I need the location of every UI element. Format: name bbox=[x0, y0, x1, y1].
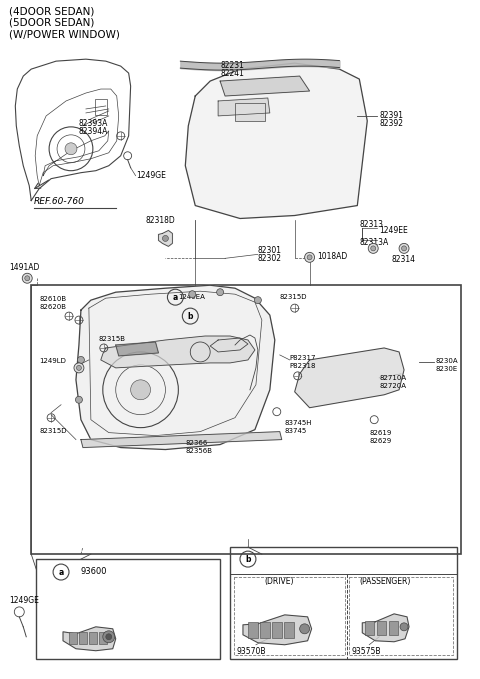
Bar bbox=[89, 631, 97, 644]
Polygon shape bbox=[81, 432, 282, 447]
Text: 82356B: 82356B bbox=[185, 447, 212, 454]
Text: REF.60-760: REF.60-760 bbox=[34, 197, 85, 206]
Circle shape bbox=[305, 253, 314, 262]
Text: 82315D: 82315D bbox=[39, 428, 67, 434]
Text: 83745H: 83745H bbox=[285, 420, 312, 426]
Text: 82315D: 82315D bbox=[280, 294, 307, 300]
Text: a: a bbox=[59, 568, 64, 576]
Text: 82610B: 82610B bbox=[39, 296, 66, 302]
Text: 1249GE: 1249GE bbox=[137, 170, 167, 180]
Text: 8230A: 8230A bbox=[436, 358, 458, 364]
Polygon shape bbox=[218, 98, 270, 116]
Text: 82394A: 82394A bbox=[79, 127, 108, 136]
Bar bbox=[69, 631, 77, 644]
Polygon shape bbox=[185, 63, 367, 219]
Text: 82392: 82392 bbox=[379, 119, 403, 128]
Text: 82313A: 82313A bbox=[360, 238, 388, 247]
Circle shape bbox=[254, 297, 262, 304]
Text: 82241: 82241 bbox=[220, 69, 244, 78]
Text: 83745: 83745 bbox=[285, 428, 307, 434]
Circle shape bbox=[76, 365, 82, 370]
Text: 82391: 82391 bbox=[379, 111, 403, 120]
Polygon shape bbox=[76, 285, 275, 449]
Text: 82620B: 82620B bbox=[39, 304, 66, 310]
Polygon shape bbox=[158, 230, 172, 246]
Text: P82318: P82318 bbox=[290, 363, 316, 369]
Polygon shape bbox=[63, 627, 116, 650]
Text: 82231: 82231 bbox=[220, 61, 244, 70]
Bar bbox=[260, 622, 270, 638]
Bar bbox=[234, 577, 346, 655]
Bar bbox=[248, 622, 258, 638]
Polygon shape bbox=[243, 615, 312, 645]
Text: 93600: 93600 bbox=[81, 567, 108, 576]
Text: 1249LD: 1249LD bbox=[39, 358, 66, 364]
Bar bbox=[365, 621, 374, 635]
Text: a: a bbox=[173, 293, 178, 301]
Text: 82366: 82366 bbox=[185, 439, 208, 445]
Bar bbox=[389, 621, 398, 635]
Text: b: b bbox=[188, 312, 193, 320]
Polygon shape bbox=[295, 348, 404, 407]
Circle shape bbox=[131, 380, 151, 400]
Text: 93570B: 93570B bbox=[236, 646, 265, 656]
Text: 1249EA: 1249EA bbox=[179, 294, 205, 300]
Text: 82318D: 82318D bbox=[145, 215, 175, 225]
Bar bbox=[99, 631, 107, 644]
Circle shape bbox=[400, 623, 408, 631]
Text: P82317: P82317 bbox=[290, 355, 316, 361]
Polygon shape bbox=[116, 342, 158, 356]
Bar bbox=[284, 622, 294, 638]
Text: 82313: 82313 bbox=[360, 221, 384, 230]
Circle shape bbox=[106, 634, 112, 640]
Circle shape bbox=[368, 243, 378, 253]
Text: b: b bbox=[245, 555, 251, 564]
Text: 82314: 82314 bbox=[391, 255, 415, 264]
Text: 1249GE: 1249GE bbox=[9, 596, 39, 605]
Circle shape bbox=[77, 356, 84, 363]
Text: 1018AD: 1018AD bbox=[318, 253, 348, 261]
Text: 82393A: 82393A bbox=[79, 119, 108, 128]
Text: 1249EE: 1249EE bbox=[379, 227, 408, 236]
Text: 82720A: 82720A bbox=[379, 383, 406, 389]
Bar bbox=[272, 622, 282, 638]
Polygon shape bbox=[220, 76, 310, 96]
Text: (DRIVE): (DRIVE) bbox=[265, 577, 294, 586]
Bar bbox=[377, 621, 386, 635]
Text: (4DOOR SEDAN)
(5DOOR SEDAN)
(W/POWER WINDOW): (4DOOR SEDAN) (5DOOR SEDAN) (W/POWER WIN… bbox=[9, 6, 120, 39]
Bar bbox=[36, 559, 220, 659]
Text: 93575B: 93575B bbox=[351, 646, 381, 656]
Bar bbox=[79, 631, 87, 644]
Text: 82302: 82302 bbox=[258, 255, 282, 263]
Circle shape bbox=[189, 291, 196, 297]
Circle shape bbox=[25, 276, 30, 280]
Circle shape bbox=[65, 143, 77, 155]
Circle shape bbox=[399, 243, 409, 253]
Circle shape bbox=[103, 631, 115, 643]
Circle shape bbox=[74, 363, 84, 373]
Text: 82710A: 82710A bbox=[379, 375, 406, 381]
Circle shape bbox=[162, 236, 168, 242]
Text: 82301: 82301 bbox=[258, 246, 282, 255]
Bar bbox=[31, 285, 461, 554]
Text: 82629: 82629 bbox=[369, 437, 392, 443]
Text: 82619: 82619 bbox=[369, 430, 392, 436]
Text: 8230E: 8230E bbox=[436, 366, 458, 372]
Circle shape bbox=[307, 255, 312, 260]
Polygon shape bbox=[101, 336, 255, 368]
Circle shape bbox=[216, 289, 224, 295]
Text: 82315B: 82315B bbox=[99, 336, 126, 342]
Circle shape bbox=[22, 273, 32, 283]
Circle shape bbox=[75, 397, 83, 403]
Bar bbox=[235, 103, 265, 121]
Bar bbox=[230, 547, 457, 659]
Polygon shape bbox=[362, 614, 409, 642]
Text: (PASSENGER): (PASSENGER) bbox=[360, 577, 411, 586]
Circle shape bbox=[402, 246, 407, 251]
Bar bbox=[349, 577, 453, 655]
Text: 1491AD: 1491AD bbox=[9, 263, 40, 272]
Circle shape bbox=[371, 246, 376, 251]
Bar bbox=[95, 99, 107, 115]
Circle shape bbox=[300, 624, 310, 634]
